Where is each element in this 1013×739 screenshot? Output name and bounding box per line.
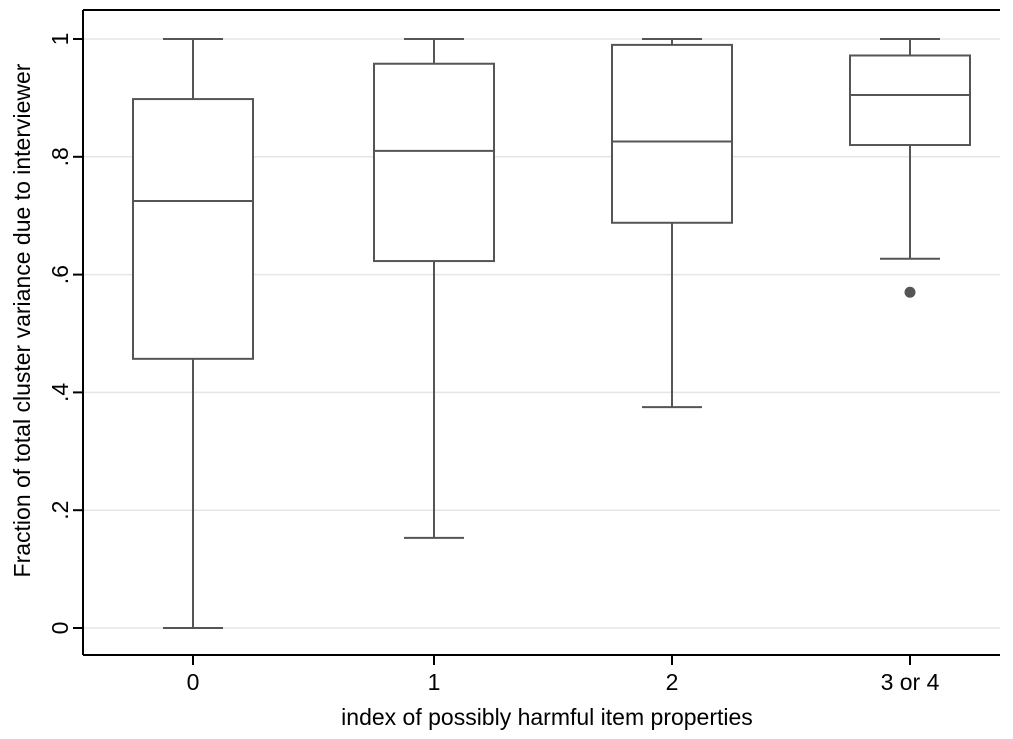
y-tick-label: 0 <box>47 622 73 635</box>
y-axis-label: Fraction of total cluster variance due t… <box>9 63 35 577</box>
box-group <box>373 38 495 539</box>
x-tick-label: 0 <box>187 669 200 695</box>
x-tick-label: 3 or 4 <box>881 669 940 695</box>
x-tick-label: 2 <box>666 669 679 695</box>
box-group <box>611 38 733 409</box>
box-group <box>849 38 971 298</box>
y-tick-label: 1 <box>47 33 73 46</box>
iqr-box <box>132 98 254 360</box>
box-group <box>132 38 254 629</box>
x-axis-label: index of possibly harmful item propertie… <box>341 704 753 730</box>
iqr-box <box>373 62 495 263</box>
y-tick-label: .6 <box>47 265 73 284</box>
iqr-box <box>611 43 733 224</box>
axis-layer: 0 .2 .4 .6 .8 1 0 1 2 3 or 4 <box>47 9 1000 695</box>
y-tick-label: .4 <box>47 383 73 402</box>
box-layer <box>132 38 971 629</box>
outlier-point <box>904 286 916 298</box>
y-tick-label: .8 <box>47 147 73 166</box>
iqr-box <box>849 54 971 147</box>
y-tick-label: .2 <box>47 501 73 520</box>
x-tick-label: 1 <box>428 669 441 695</box>
